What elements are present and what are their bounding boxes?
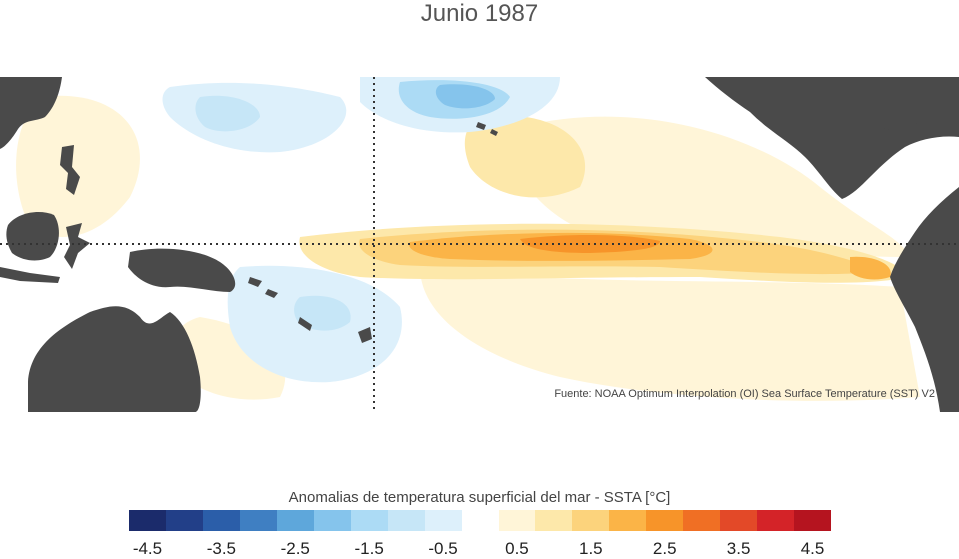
colorbar-cell xyxy=(720,510,758,531)
colorbar-cell xyxy=(646,510,684,531)
colorbar-cell xyxy=(535,510,573,531)
colorbar-cell xyxy=(461,510,499,531)
land-sulawesi xyxy=(64,223,90,269)
land-central-america xyxy=(705,77,959,199)
warm-patch-west-pacific xyxy=(16,95,140,237)
colorbar-cell xyxy=(794,510,832,531)
map-title: Junio 1987 xyxy=(420,0,539,27)
warm-patch-north-mid xyxy=(464,115,586,198)
colorbar-cell xyxy=(498,510,536,531)
colorbar-tick-label: 3.5 xyxy=(726,539,751,558)
land-philippines xyxy=(60,145,80,195)
colorbar-cell xyxy=(313,510,351,531)
guide-lines xyxy=(0,77,959,412)
land-masses xyxy=(0,77,959,412)
colorbar-tick-label: -0.5 xyxy=(428,539,458,558)
colorbar xyxy=(129,510,832,531)
colorbar-cell xyxy=(202,510,240,531)
sst-anomaly-map xyxy=(0,77,959,412)
land-java-edge xyxy=(0,267,60,283)
colorbar-cell xyxy=(129,510,166,531)
land-cuba xyxy=(875,116,930,134)
colorbar-cell xyxy=(572,510,610,531)
land-new-guinea xyxy=(128,248,236,292)
colorbar-cell xyxy=(609,510,647,531)
legend-title: Anomalias de temperatura superficial del… xyxy=(288,489,671,506)
colorbar-cell xyxy=(387,510,425,531)
colorbar-cell xyxy=(239,510,277,531)
colorbar-tick-label: 1.5 xyxy=(579,539,603,558)
land-borneo xyxy=(6,212,59,261)
warm-coast-patch xyxy=(850,256,891,280)
land-solomon-islands xyxy=(248,277,278,298)
colorbar-cell xyxy=(424,510,462,531)
cool-core-north-2 xyxy=(435,84,495,109)
colorbar-tick-label: 2.5 xyxy=(652,539,677,558)
colorbar-cell xyxy=(276,510,314,531)
land-hawaii xyxy=(476,122,498,136)
colorbar-cell xyxy=(165,510,203,531)
cool-patch-south-small xyxy=(294,295,351,331)
land-fiji xyxy=(358,327,372,343)
warm-patch-south-east xyxy=(420,267,920,401)
land-australia xyxy=(28,306,201,412)
colorbar-cell xyxy=(757,510,795,531)
colorbar-cell xyxy=(350,510,388,531)
source-credit: Fuente: NOAA Optimum Interpolation (OI) … xyxy=(554,388,935,400)
land-new-caledonia xyxy=(298,317,312,331)
colorbar-cell xyxy=(683,510,721,531)
colorbar-tick-label: -3.5 xyxy=(206,539,236,558)
colorbar-tick-label: -2.5 xyxy=(280,539,310,558)
colorbar-tick-label: -4.5 xyxy=(132,539,163,558)
colorbar-tick-label: -1.5 xyxy=(354,539,384,558)
colorbar-tick-label: 0.5 xyxy=(505,539,529,558)
warm-patch-east-north xyxy=(514,116,910,257)
cool-patch-north-west xyxy=(195,95,260,132)
colorbar-tick-label: 4.5 xyxy=(800,539,825,558)
land-asia-mainland xyxy=(0,77,62,149)
colorbar-ticks: -4.5 -3.5 -2.5 -1.5 -0.5 0.5 1.5 2.5 3.5 4.5 xyxy=(0,539,959,558)
land-south-america xyxy=(890,187,959,412)
